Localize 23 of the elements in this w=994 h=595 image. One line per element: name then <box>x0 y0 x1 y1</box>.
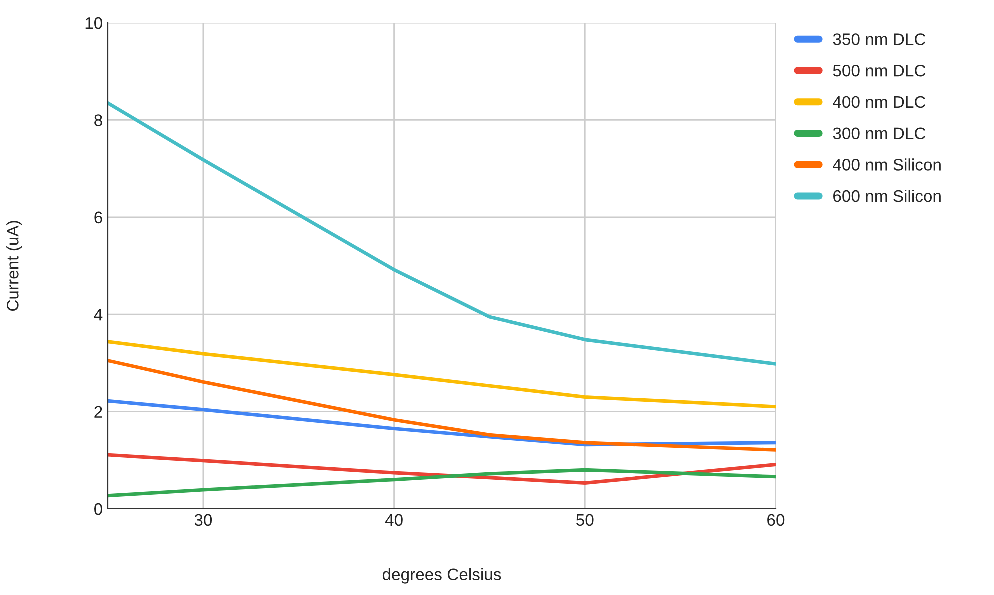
line-series <box>108 359 776 452</box>
line-series <box>108 101 776 366</box>
x-axis-title: degrees Celsius <box>382 568 502 584</box>
legend-label: 600 nm Silicon <box>834 190 941 202</box>
x-tick-label: 50 <box>576 514 594 526</box>
legend-label: 400 nm Silicon <box>833 158 941 171</box>
line-series <box>108 468 776 498</box>
y-axis-title: Current (uA) <box>6 221 22 311</box>
y-tick-label: 2 <box>94 406 102 418</box>
y-tick-label: 6 <box>94 212 102 224</box>
y-tick-label: 10 <box>86 17 102 30</box>
legend-label: 350 nm DLC <box>833 34 926 46</box>
y-tick-label: 8 <box>94 114 102 126</box>
legend-label: 500 nm DLC <box>833 64 926 77</box>
legend-label: 300 nm DLC <box>833 128 926 140</box>
line-series <box>108 453 776 485</box>
legend-label: 400 nm DLC <box>833 96 926 108</box>
x-tick-label: 30 <box>194 514 212 526</box>
y-tick-label: 4 <box>94 309 103 321</box>
x-tick-label: 60 <box>768 514 785 526</box>
line-series <box>108 340 776 409</box>
x-tick-label: 40 <box>385 514 403 526</box>
y-tick-label: 0 <box>94 503 102 516</box>
